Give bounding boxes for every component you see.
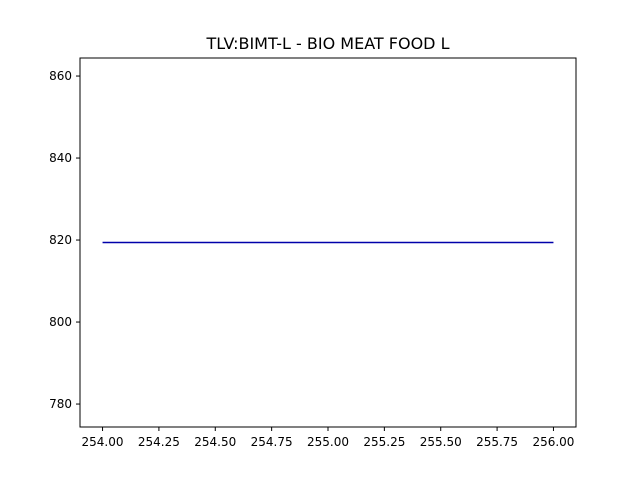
y-tick-label: 840 <box>49 151 72 165</box>
chart-title: TLV:BIMT-L - BIO MEAT FOOD L <box>206 34 450 53</box>
y-tick-label: 860 <box>49 69 72 83</box>
plot-area: 254.00 254.25 254.50 254.75 255.00 255.25 255.… <box>49 57 577 449</box>
x-tick-label: 254.25 <box>138 435 180 449</box>
y-tick-label: 820 <box>49 233 72 247</box>
x-tick-label: 254.50 <box>194 435 236 449</box>
x-tick-label: 255.75 <box>476 435 518 449</box>
x-tick-label: 256.00 <box>532 435 574 449</box>
y-tick-label: 780 <box>49 397 72 411</box>
y-tick-label: 800 <box>49 315 72 329</box>
x-tick-label: 254.75 <box>251 435 293 449</box>
x-tick-label: 254.00 <box>82 435 124 449</box>
x-tick-label: 255.00 <box>307 435 349 449</box>
x-tick-label: 255.25 <box>363 435 405 449</box>
x-tick-label: 255.50 <box>420 435 462 449</box>
